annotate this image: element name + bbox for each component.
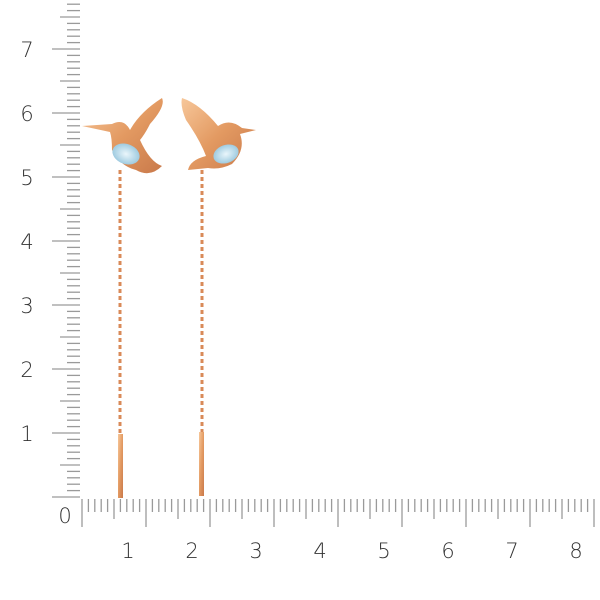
y-label: 3 [20,294,33,318]
y-label: 2 [20,358,33,382]
ruler [52,3,595,527]
earring-left [82,98,163,498]
y-label: 4 [20,230,33,254]
x-label: 0 [58,504,71,528]
x-label: 8 [569,539,582,563]
earring-right [181,98,256,496]
x-label: 1 [121,539,134,563]
x-label: 2 [185,539,198,563]
x-label: 3 [249,539,262,563]
y-label: 7 [20,38,33,62]
x-label: 4 [313,539,326,563]
ruler-labels: 0 1 2 3 4 5 6 7 8 1 2 3 4 5 6 7 [20,38,582,563]
y-label: 1 [20,422,33,446]
x-label: 6 [441,539,454,563]
y-label: 6 [20,102,33,126]
x-label: 5 [377,539,390,563]
y-label: 5 [20,166,33,190]
x-label: 7 [505,539,518,563]
